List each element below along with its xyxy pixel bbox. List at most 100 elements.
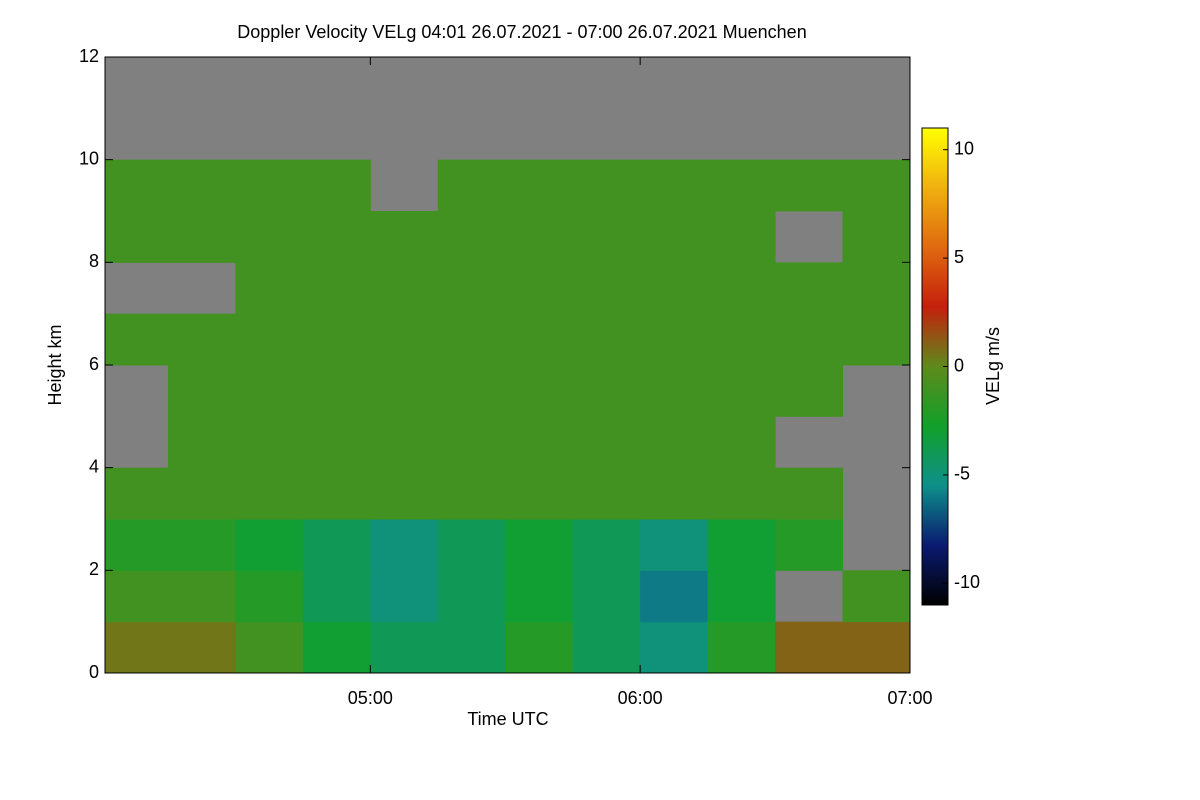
heatmap-cell bbox=[437, 570, 506, 623]
heatmap-cell bbox=[505, 416, 574, 469]
heatmap-cell bbox=[437, 262, 506, 315]
heatmap-cell bbox=[235, 365, 304, 417]
heatmap-cell bbox=[572, 467, 641, 520]
heatmap-cell bbox=[842, 211, 911, 263]
heatmap-cell bbox=[842, 570, 911, 623]
heatmap-cell bbox=[235, 159, 304, 212]
heatmap-cell bbox=[842, 313, 911, 366]
chart-title: Doppler Velocity VELg 04:01 26.07.2021 -… bbox=[237, 22, 806, 42]
heatmap-cell bbox=[437, 313, 506, 366]
x-axis-label: Time UTC bbox=[467, 709, 548, 729]
y-tick-label: 4 bbox=[89, 456, 99, 476]
heatmap-cell bbox=[370, 570, 439, 623]
heatmap-cell bbox=[235, 519, 304, 571]
heatmap-cell bbox=[370, 365, 439, 417]
heatmap-cell bbox=[505, 365, 574, 417]
x-tick-label: 05:00 bbox=[348, 688, 393, 708]
heatmap-cell bbox=[505, 570, 574, 623]
heatmap-cell bbox=[572, 519, 641, 571]
heatmap-cell bbox=[167, 159, 236, 212]
heatmap-cell bbox=[775, 313, 844, 366]
heatmap-cell bbox=[235, 211, 304, 263]
heatmap-cell bbox=[167, 313, 236, 366]
heatmap-cell bbox=[105, 211, 169, 263]
y-tick-label: 10 bbox=[79, 148, 99, 168]
heatmap-cell bbox=[775, 621, 844, 674]
heatmap-cell bbox=[370, 467, 439, 520]
heatmap-cell bbox=[370, 416, 439, 469]
heatmap-cell bbox=[105, 621, 169, 674]
heatmap-cell bbox=[235, 313, 304, 366]
heatmap-cell bbox=[370, 519, 439, 571]
heatmap-cell bbox=[235, 621, 304, 674]
y-tick-label: 6 bbox=[89, 354, 99, 374]
heatmap-cell bbox=[707, 621, 776, 674]
heatmap-cell bbox=[437, 621, 506, 674]
heatmap-cell bbox=[572, 621, 641, 674]
y-tick-label: 8 bbox=[89, 251, 99, 271]
heatmap-cell bbox=[302, 365, 371, 417]
heatmap-cell bbox=[167, 621, 236, 674]
heatmap-cell bbox=[640, 365, 709, 417]
heatmap-cell bbox=[775, 519, 844, 571]
heatmap-cell bbox=[105, 467, 169, 520]
y-tick-label: 12 bbox=[79, 46, 99, 66]
heatmap-cell bbox=[707, 570, 776, 623]
heatmap-cell bbox=[437, 467, 506, 520]
heatmap-cell bbox=[707, 262, 776, 315]
heatmap-cell bbox=[775, 365, 844, 417]
heatmap-cell bbox=[505, 313, 574, 366]
heatmap-cell bbox=[235, 416, 304, 469]
heatmap-cell bbox=[167, 467, 236, 520]
colorbar-tick-label: -5 bbox=[954, 464, 970, 484]
heatmap-cell bbox=[235, 570, 304, 623]
heatmap-cell bbox=[437, 211, 506, 263]
colorbar-tick-label: 5 bbox=[954, 247, 964, 267]
heatmap-cell bbox=[105, 570, 169, 623]
heatmap-cell bbox=[842, 159, 911, 212]
heatmap-cell bbox=[707, 159, 776, 212]
heatmap-cell bbox=[572, 570, 641, 623]
heatmap-cell bbox=[505, 621, 574, 674]
heatmap-cell bbox=[640, 262, 709, 315]
heatmap-cell bbox=[505, 467, 574, 520]
heatmap-cell bbox=[572, 262, 641, 315]
heatmap-cell bbox=[370, 621, 439, 674]
x-tick-label: 07:00 bbox=[887, 688, 932, 708]
heatmap-cell bbox=[302, 467, 371, 520]
heatmap-cell bbox=[505, 262, 574, 315]
heatmap-cell bbox=[437, 365, 506, 417]
heatmap-cell bbox=[167, 211, 236, 263]
heatmap-cell bbox=[572, 416, 641, 469]
heatmap-cell bbox=[505, 159, 574, 212]
heatmap-cell bbox=[167, 365, 236, 417]
heatmap-cell bbox=[437, 159, 506, 212]
heatmap-cell bbox=[842, 262, 911, 315]
heatmap-cell bbox=[437, 416, 506, 469]
heatmap-cell bbox=[167, 416, 236, 469]
heatmap-cell bbox=[842, 621, 911, 674]
heatmap-cell bbox=[775, 467, 844, 520]
heatmap-cell bbox=[640, 570, 709, 623]
heatmap-cell bbox=[105, 313, 169, 366]
heatmap-cell bbox=[505, 519, 574, 571]
x-tick-label: 06:00 bbox=[618, 688, 663, 708]
heatmap-cell bbox=[167, 570, 236, 623]
heatmap-cell bbox=[302, 570, 371, 623]
heatmap-cell bbox=[775, 262, 844, 315]
heatmap-cell bbox=[302, 211, 371, 263]
heatmap-cell bbox=[302, 262, 371, 315]
heatmap-cell bbox=[707, 365, 776, 417]
heatmap-cell bbox=[640, 416, 709, 469]
heatmap-cell bbox=[505, 211, 574, 263]
colorbar-tick-label: 10 bbox=[954, 138, 974, 158]
heatmap-cell bbox=[437, 519, 506, 571]
heatmap-cell bbox=[572, 365, 641, 417]
heatmap-cell bbox=[640, 211, 709, 263]
heatmap-cell bbox=[707, 211, 776, 263]
heatmap-cell bbox=[370, 262, 439, 315]
colorbar-tick-label: -10 bbox=[954, 572, 980, 592]
heatmap-cell bbox=[572, 313, 641, 366]
heatmap-cell bbox=[302, 519, 371, 571]
